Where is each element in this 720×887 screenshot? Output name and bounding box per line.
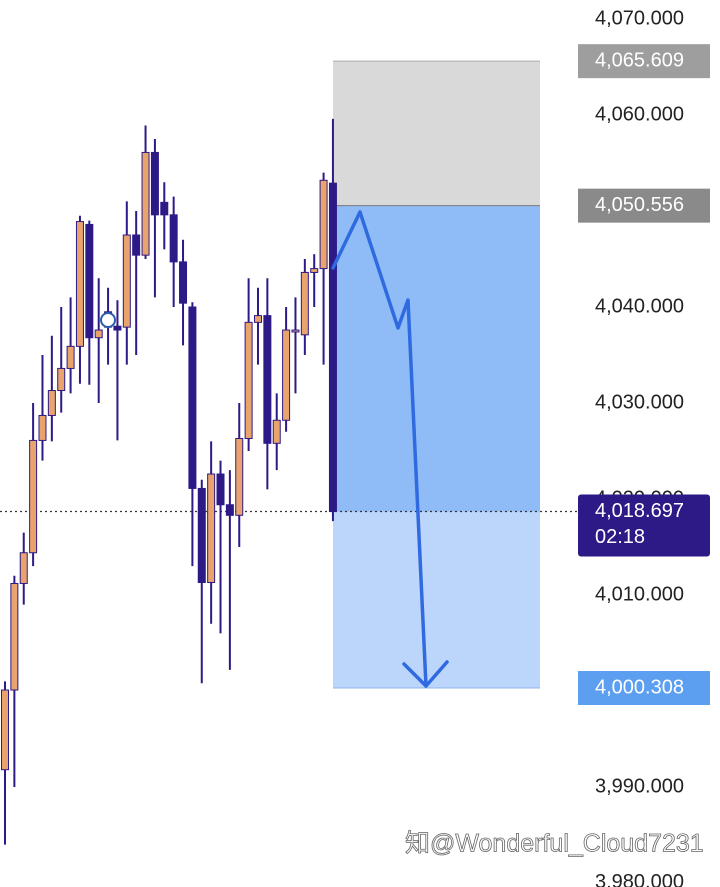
candle-body	[188, 306, 197, 489]
candle-body	[160, 201, 169, 216]
candle-body	[19, 552, 28, 584]
candle-body	[282, 329, 291, 421]
candle-body	[57, 367, 66, 392]
candle-body	[169, 214, 178, 263]
stop-price-tag: 4,065.609	[595, 49, 684, 71]
watermark: 知@Wonderful_Cloud7231	[405, 830, 704, 858]
candle-body	[150, 151, 159, 216]
candle-body	[253, 315, 262, 323]
candle-body	[310, 268, 319, 273]
y-tick-label: 4,030.000	[595, 391, 684, 413]
y-tick-label: 4,060.000	[595, 103, 684, 125]
candle-body	[197, 487, 206, 584]
candle-body	[263, 315, 272, 444]
profit-zone	[333, 511, 540, 689]
candle-body	[235, 438, 244, 516]
countdown: 02:18	[595, 526, 645, 548]
stop-price-tag-bg	[578, 44, 710, 79]
candle-body	[85, 223, 94, 339]
y-tick-label: 4,010.000	[595, 583, 684, 605]
candle-body	[319, 179, 328, 270]
candle-body	[300, 271, 309, 336]
candles	[1, 118, 337, 845]
position-tool	[0, 60, 578, 689]
current-price-tag: 4,018.697	[595, 500, 684, 522]
candle-body	[38, 414, 47, 441]
candle-body	[291, 329, 300, 333]
candle-body	[272, 419, 281, 444]
candle-body	[141, 151, 150, 256]
stop-zone	[333, 61, 540, 206]
candle-body	[113, 325, 122, 331]
y-tick-label: 3,980.000	[595, 871, 684, 887]
candle-body	[66, 345, 75, 369]
candle-body	[122, 234, 131, 328]
candle-body	[75, 221, 84, 347]
candle-body	[225, 504, 234, 516]
candle-body	[179, 261, 188, 304]
profit-zone-reached	[333, 205, 540, 512]
candle-body	[328, 182, 337, 512]
price-tags: 4,065.609 4,050.556 4,000.308 4,018.697 02:1…	[578, 44, 710, 706]
candle-body	[216, 473, 225, 506]
y-tick-label: 4,070.000	[595, 7, 684, 29]
candle-body	[244, 321, 253, 440]
target-price-tag: 4,000.308	[595, 676, 684, 698]
event-marker	[100, 312, 116, 328]
candle-body	[47, 390, 56, 416]
entry-price-tag: 4,050.556	[595, 194, 684, 216]
candle-body	[207, 473, 216, 584]
candle-body	[1, 689, 9, 771]
forecast-arrow	[331, 210, 449, 688]
y-tick-label: 4,040.000	[595, 295, 684, 317]
current-price-tag-bg	[578, 494, 710, 557]
candle-body	[132, 234, 141, 256]
entry-price-tag-bg	[578, 188, 710, 223]
candle-body	[29, 439, 38, 554]
candle-body	[94, 329, 103, 339]
target-price-tag-bg	[578, 671, 710, 706]
y-tick-label: 3,990.000	[595, 775, 684, 797]
candle-body	[10, 582, 19, 691]
price-axis: 4,070.0004,060.0004,050.0004,040.0004,03…	[595, 7, 684, 887]
